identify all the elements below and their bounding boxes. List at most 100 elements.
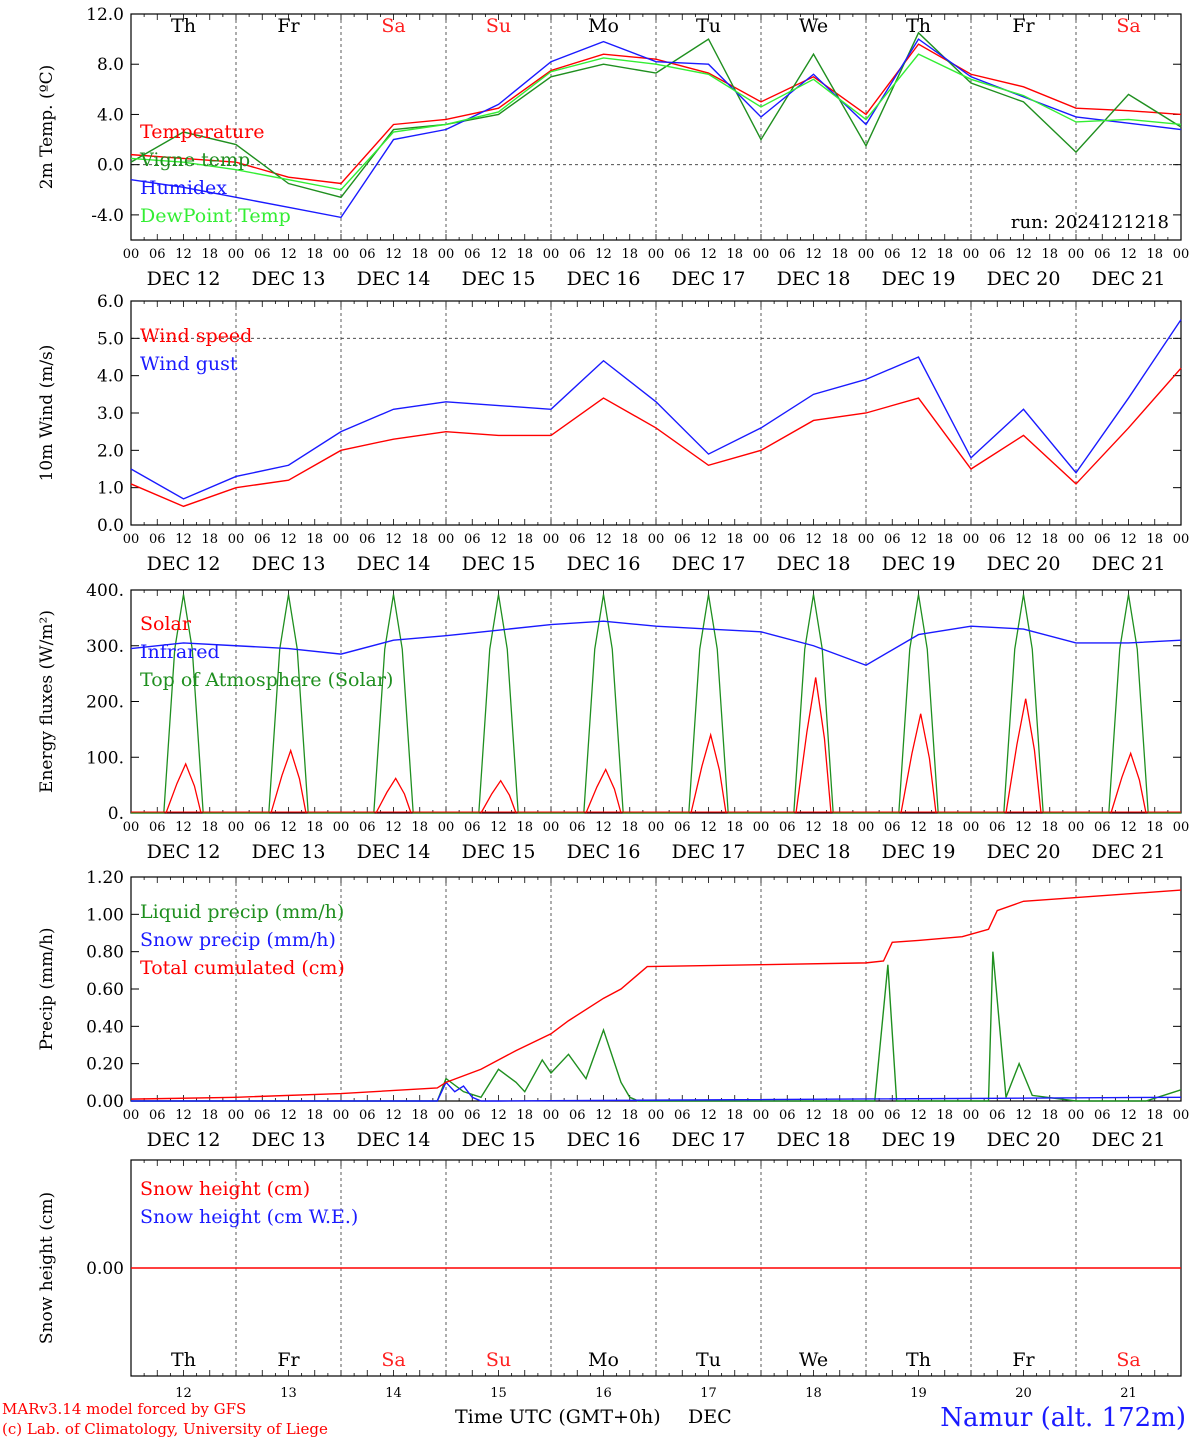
x-hour-label: 12 bbox=[490, 820, 507, 835]
x-hour-label: 12 bbox=[490, 247, 507, 262]
x-hour-label: 18 bbox=[411, 532, 428, 547]
x-hour-label: 18 bbox=[1146, 247, 1163, 262]
y-tick-label: 0.00 bbox=[86, 1259, 124, 1279]
x-hour-label: 12 bbox=[910, 247, 927, 262]
x-hour-label: 12 bbox=[1015, 1108, 1032, 1123]
x-hour-label: 00 bbox=[1068, 820, 1085, 835]
y-tick-label: 0.0 bbox=[97, 156, 124, 176]
x-hour-label: 00 bbox=[1068, 532, 1085, 547]
y-tick-label: 1.0 bbox=[97, 479, 124, 499]
x-hour-label: 00 bbox=[438, 820, 455, 835]
legend-entry: Liquid precip (mm/h) bbox=[140, 901, 344, 923]
credit-note: (c) Lab. of Climatology, University of L… bbox=[2, 1420, 328, 1438]
x-hour-label: 06 bbox=[254, 247, 271, 262]
x-hour-label: 12 bbox=[700, 1108, 717, 1123]
plot-frame bbox=[130, 300, 1182, 526]
x-hour-label: 00 bbox=[333, 1108, 350, 1123]
station-label: Namur (alt. 172m) bbox=[940, 1403, 1186, 1433]
x-hour-label: 18 bbox=[201, 247, 218, 262]
x-hour-label: 06 bbox=[884, 820, 901, 835]
x-hour-label: 12 bbox=[1015, 820, 1032, 835]
x-day-label: DEC 12 bbox=[147, 1129, 221, 1151]
x-hour-label: 06 bbox=[989, 532, 1006, 547]
x-hour-label: 06 bbox=[674, 1108, 691, 1123]
x-axis-month: DEC bbox=[688, 1406, 732, 1428]
x-hour-label: 18 bbox=[831, 1108, 848, 1123]
y-tick-label: 0.60 bbox=[86, 980, 124, 1000]
x-hour-label: 06 bbox=[779, 532, 796, 547]
x-hour-label: 18 bbox=[831, 820, 848, 835]
x-day-number: 21 bbox=[1120, 1386, 1137, 1401]
x-day-label: DEC 19 bbox=[882, 841, 956, 863]
series-line-wind-speed bbox=[130, 367, 1182, 508]
x-hour-label: 06 bbox=[359, 820, 376, 835]
x-day-label: DEC 12 bbox=[147, 841, 221, 863]
x-hour-label: 06 bbox=[569, 247, 586, 262]
day-name-label: Sa bbox=[1116, 15, 1140, 37]
y-tick-label: 8.0 bbox=[97, 55, 124, 75]
x-day-number: 18 bbox=[805, 1386, 822, 1401]
x-hour-label: 06 bbox=[359, 1108, 376, 1123]
legend-entry: Total cumulated (cm) bbox=[140, 957, 345, 979]
legend-entry: Vigne temp bbox=[139, 149, 250, 171]
x-hour-label: 12 bbox=[490, 1108, 507, 1123]
y-tick-label: 1.00 bbox=[86, 905, 124, 925]
x-hour-label: 06 bbox=[674, 820, 691, 835]
x-hour-label: 00 bbox=[1173, 532, 1190, 547]
x-hour-label: 06 bbox=[674, 532, 691, 547]
toa-solar-line bbox=[341, 594, 446, 814]
x-hour-label: 00 bbox=[333, 532, 350, 547]
x-hour-label: 06 bbox=[989, 1108, 1006, 1123]
x-hour-label: 12 bbox=[805, 247, 822, 262]
x-hour-label: 06 bbox=[464, 820, 481, 835]
x-day-label: DEC 20 bbox=[987, 553, 1061, 575]
x-hour-label: 00 bbox=[228, 247, 245, 262]
x-hour-label: 12 bbox=[280, 532, 297, 547]
x-hour-label: 06 bbox=[254, 532, 271, 547]
x-day-label: DEC 14 bbox=[357, 841, 431, 863]
x-hour-label: 18 bbox=[726, 532, 743, 547]
x-hour-label: 00 bbox=[438, 247, 455, 262]
x-hour-label: 18 bbox=[1041, 247, 1058, 262]
day-name-label: Fr bbox=[1012, 1349, 1035, 1371]
toa-solar-line bbox=[446, 594, 551, 814]
day-name-label: Tu bbox=[696, 1349, 721, 1371]
series-line-liquid-precip-mm-h- bbox=[131, 951, 1182, 1102]
y-tick-label: 12.0 bbox=[86, 5, 124, 25]
day-name-label: Th bbox=[171, 1349, 196, 1371]
x-hour-label: 06 bbox=[569, 532, 586, 547]
x-hour-label: 18 bbox=[516, 1108, 533, 1123]
x-hour-label: 18 bbox=[831, 247, 848, 262]
x-hour-label: 06 bbox=[254, 820, 271, 835]
x-day-label: DEC 15 bbox=[462, 841, 536, 863]
x-hour-label: 18 bbox=[936, 1108, 953, 1123]
x-day-label: DEC 12 bbox=[147, 268, 221, 290]
x-hour-label: 00 bbox=[543, 532, 560, 547]
x-hour-label: 12 bbox=[1120, 820, 1137, 835]
x-hour-label: 18 bbox=[621, 820, 638, 835]
x-hour-label: 00 bbox=[333, 820, 350, 835]
x-day-label: DEC 20 bbox=[987, 268, 1061, 290]
x-hour-label: 00 bbox=[543, 1108, 560, 1123]
x-hour-label: 18 bbox=[306, 820, 323, 835]
x-hour-label: 00 bbox=[858, 1108, 875, 1123]
x-hour-label: 12 bbox=[805, 1108, 822, 1123]
x-hour-label: 12 bbox=[910, 532, 927, 547]
legend-entry: Infrared bbox=[140, 641, 220, 663]
x-hour-label: 00 bbox=[228, 820, 245, 835]
day-name-label: Tu bbox=[696, 15, 721, 37]
x-hour-label: 00 bbox=[648, 247, 665, 262]
x-hour-label: 06 bbox=[779, 820, 796, 835]
x-hour-label: 18 bbox=[936, 820, 953, 835]
y-tick-label: 300. bbox=[86, 637, 124, 657]
legend-entry: Solar bbox=[140, 613, 192, 635]
x-day-label: DEC 14 bbox=[357, 1129, 431, 1151]
x-hour-label: 00 bbox=[1173, 1108, 1190, 1123]
x-hour-label: 00 bbox=[438, 532, 455, 547]
x-hour-label: 18 bbox=[621, 532, 638, 547]
x-hour-label: 00 bbox=[648, 820, 665, 835]
x-hour-label: 06 bbox=[254, 1108, 271, 1123]
x-hour-label: 18 bbox=[201, 532, 218, 547]
legend-entry: Wind speed bbox=[140, 325, 252, 347]
